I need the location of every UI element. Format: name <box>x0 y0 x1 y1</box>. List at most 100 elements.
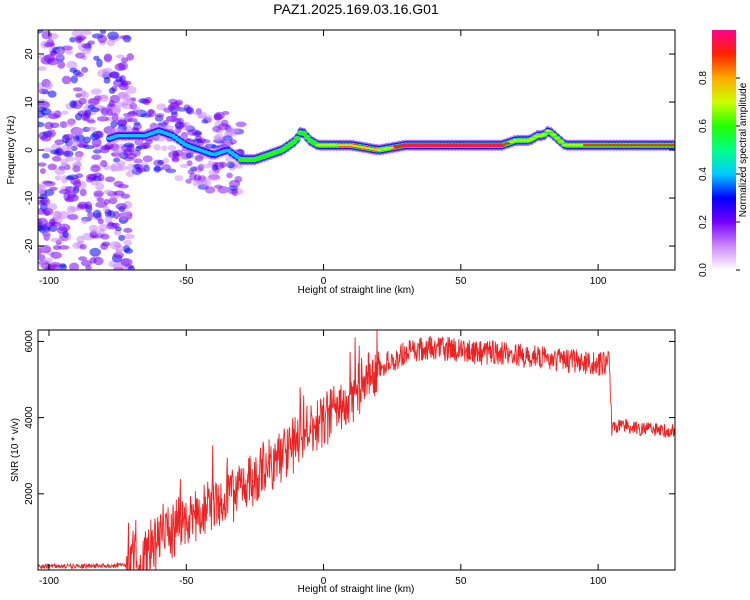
heatmap-cell <box>69 67 78 73</box>
heatmap-cell <box>430 144 437 147</box>
heatmap-cell <box>463 144 470 147</box>
heatmap-cell <box>142 155 153 163</box>
heatmap-cell <box>85 176 94 183</box>
heatmap-cell <box>426 144 433 147</box>
heatmap-cell <box>118 234 126 241</box>
heatmap-cell <box>290 140 298 144</box>
snr-y-tick-label: 4000 <box>24 406 35 429</box>
heatmap-cell <box>123 156 135 162</box>
spectrogram-x-label: Height of straight line (km) <box>298 285 415 296</box>
heatmap-cell <box>45 81 53 90</box>
heatmap-cell <box>628 144 635 147</box>
heatmap-cell <box>467 144 474 147</box>
heatmap-cell <box>91 138 102 148</box>
heatmap-cell <box>504 142 511 145</box>
heatmap-cell <box>226 161 235 169</box>
heatmap-cell <box>187 128 199 136</box>
heatmap-cell <box>111 112 119 122</box>
heatmap-cell <box>58 223 71 232</box>
heatmap-cell <box>205 114 213 122</box>
heatmap-cell <box>303 135 311 140</box>
heatmap-cell <box>73 186 80 194</box>
heatmap-cell <box>54 139 65 145</box>
heatmap-cell <box>124 248 134 254</box>
heatmap-cell <box>117 160 126 166</box>
heatmap-cell <box>38 183 44 191</box>
heatmap-cell <box>343 144 350 147</box>
heatmap-cell <box>75 52 86 59</box>
snr-y-tick-label: 6000 <box>24 330 35 353</box>
heatmap-cell <box>96 58 103 68</box>
heatmap-cell <box>339 144 346 147</box>
heatmap-cell <box>648 144 655 147</box>
heatmap-cell <box>516 139 523 142</box>
heatmap-cell <box>122 98 135 106</box>
heatmap-cell <box>97 69 110 78</box>
heatmap-cell <box>81 43 91 49</box>
heatmap-cell <box>93 190 104 197</box>
heatmap-cell <box>69 262 80 270</box>
heatmap-cell <box>43 230 51 239</box>
heatmap-cell <box>529 137 536 140</box>
heatmap-cell <box>144 96 153 104</box>
heatmap-cell <box>97 34 108 44</box>
heatmap-cell <box>57 60 66 69</box>
heatmap-cell <box>293 136 301 141</box>
heatmap-cell <box>162 157 170 164</box>
heatmap-cell <box>90 181 99 186</box>
heatmap-cell <box>96 197 104 202</box>
heatmap-cell <box>134 106 141 114</box>
heatmap-cell <box>545 129 552 132</box>
heatmap-cell <box>113 210 120 220</box>
heatmap-cell <box>202 163 214 169</box>
heatmap-cell <box>214 111 225 120</box>
heatmap-cell <box>61 75 72 85</box>
heatmap-cell <box>115 249 123 256</box>
heatmap-cell <box>103 189 113 195</box>
spectrogram-heatmap <box>38 30 675 270</box>
heatmap-cell <box>323 144 330 147</box>
colorbar-tick-label: 0.0 <box>698 263 709 277</box>
heatmap-cell <box>123 227 133 234</box>
heatmap-cell <box>300 131 307 136</box>
heatmap-cell <box>120 57 129 63</box>
heatmap-cell <box>123 239 132 246</box>
colorbar-tick-label: 0.8 <box>698 71 709 85</box>
heatmap-cell <box>125 114 135 119</box>
heatmap-cell <box>174 99 184 106</box>
heatmap-cell <box>47 163 58 171</box>
heatmap-cell <box>183 104 191 111</box>
heatmap-cell <box>61 175 68 184</box>
spectrogram-y-tick-label: 10 <box>24 96 35 108</box>
heatmap-cell <box>86 119 96 124</box>
heatmap-cell <box>99 30 107 35</box>
heatmap-cell <box>570 144 577 147</box>
heatmap-cell <box>632 144 639 147</box>
heatmap-cell <box>115 203 128 210</box>
heatmap-cell <box>72 87 83 92</box>
heatmap-cell <box>669 144 675 147</box>
heatmap-cell <box>93 209 102 219</box>
heatmap-cell <box>50 149 61 155</box>
heatmap-cell <box>127 265 135 270</box>
heatmap-cell <box>512 139 519 142</box>
heatmap-cell <box>59 264 67 270</box>
heatmap-cell <box>109 94 121 104</box>
snr-x-tick-label: -100 <box>39 576 59 587</box>
heatmap-cell <box>54 175 62 181</box>
heatmap-cell <box>553 136 560 140</box>
heatmap-cell <box>214 184 223 189</box>
heatmap-cell <box>38 121 45 128</box>
heatmap-cell <box>123 142 135 148</box>
heatmap-cell <box>133 121 141 126</box>
heatmap-cell <box>87 104 96 110</box>
heatmap-cell <box>586 144 593 147</box>
heatmap-cell <box>114 63 126 71</box>
heatmap-cell <box>93 149 102 154</box>
snr-panel: -100 -50 0 50 100 2000 4000 6000 Height of stra… <box>10 329 676 595</box>
heatmap-cell <box>55 48 66 54</box>
heatmap-cell <box>99 94 109 99</box>
snr-x-tick-label: 100 <box>590 576 607 587</box>
heatmap-cell <box>103 77 111 84</box>
